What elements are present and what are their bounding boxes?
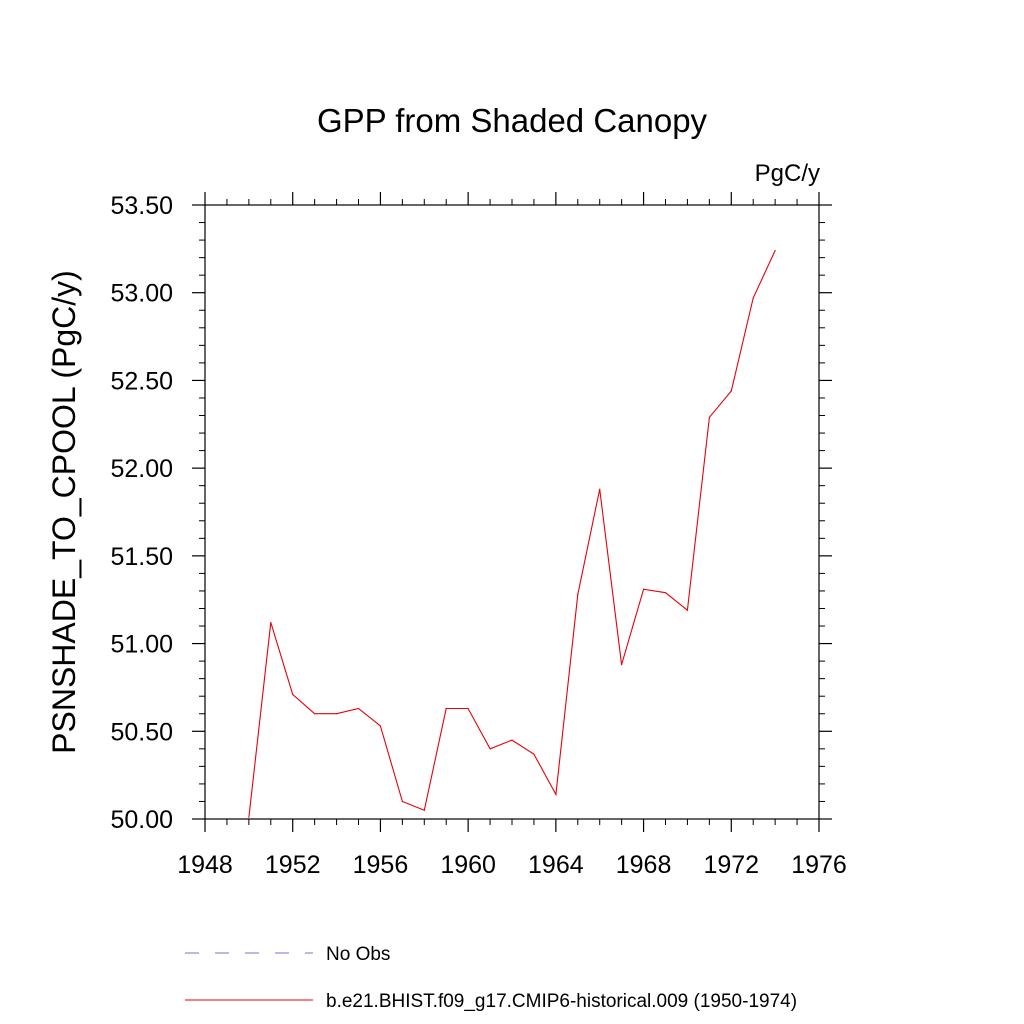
- y-tick-label: 51.00: [110, 631, 173, 659]
- y-axis-label: PSNSHADE_TO_CPOOL (PgC/y): [46, 270, 82, 754]
- y-tick-label: 50.00: [110, 806, 173, 834]
- y-tick-label: 52.00: [110, 455, 173, 483]
- x-tick-label: 1976: [791, 851, 847, 879]
- series-point: [489, 748, 491, 750]
- legend: No Obs b.e21.BHIST.f09_g17.CMIP6-historic…: [185, 944, 797, 1012]
- series-point: [643, 588, 645, 590]
- series-point: [379, 725, 381, 727]
- series-layer: [248, 250, 776, 818]
- y-tick-label: 51.50: [110, 543, 173, 571]
- series-point: [270, 621, 272, 624]
- series-point: [357, 707, 360, 710]
- series-point: [401, 800, 403, 803]
- series-point: [314, 713, 316, 715]
- legend-label-0: No Obs: [326, 944, 390, 965]
- ticks-layer: 1948 1952 1956 1960 1964 1968 1972 1976 50.00 50.…: [110, 192, 847, 879]
- series-point: [752, 297, 754, 299]
- y-tick-label: 52.50: [110, 367, 173, 395]
- series-point: [248, 816, 250, 818]
- x-tick-label: 1956: [353, 851, 409, 879]
- series-point: [686, 609, 689, 611]
- units-label: PgC/y: [755, 160, 820, 187]
- x-tick-label: 1968: [616, 851, 672, 879]
- x-tick-label: 1964: [528, 851, 584, 879]
- series-point: [445, 707, 447, 710]
- series-point: [577, 593, 579, 596]
- series-point: [621, 664, 623, 666]
- x-tick-label: 1952: [265, 851, 321, 879]
- y-tick-label: 53.00: [110, 280, 173, 308]
- series-point: [774, 250, 776, 252]
- series-point: [599, 488, 601, 490]
- series-point: [511, 739, 513, 741]
- series-line-1: [248, 250, 776, 818]
- series-point: [533, 753, 535, 755]
- y-tick-label: 53.50: [110, 192, 173, 220]
- y-tick-label: 50.50: [110, 718, 173, 746]
- series-point: [730, 390, 732, 392]
- legend-label-1: b.e21.BHIST.f09_g17.CMIP6-historical.009…: [326, 991, 797, 1012]
- series-point: [664, 592, 667, 594]
- chart-title: GPP from Shaded Canopy: [317, 102, 708, 139]
- x-tick-label: 1960: [440, 851, 496, 879]
- plot-frame: [204, 204, 820, 820]
- series-point: [708, 416, 711, 418]
- series-point: [292, 693, 294, 696]
- x-tick-label: 1948: [177, 851, 233, 879]
- series-point: [336, 713, 338, 715]
- x-tick-label: 1972: [703, 851, 759, 879]
- series-point: [423, 809, 425, 811]
- series-point: [555, 793, 557, 796]
- series-point: [467, 707, 469, 710]
